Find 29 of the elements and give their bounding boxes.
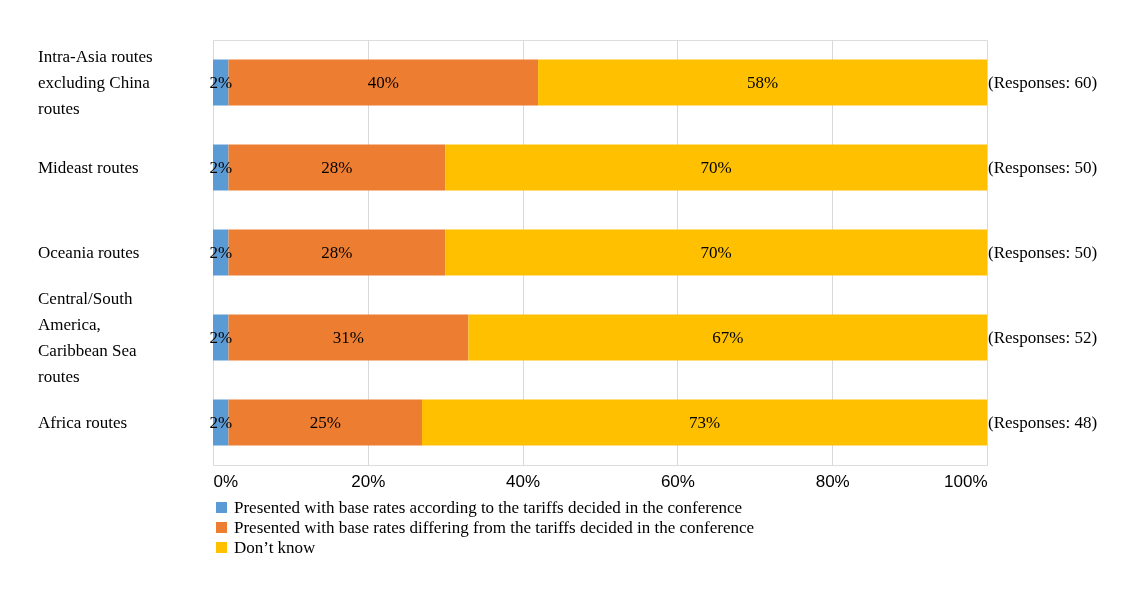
text: 28% [321, 242, 353, 262]
text: 70% [700, 242, 732, 262]
text: (Responses: 52) [988, 327, 1098, 347]
y-tick-label: Mideast routes [38, 157, 139, 177]
y-tick-label: Central/South America, Caribbean Sea routes [38, 288, 138, 386]
x-tick-label: 40% [506, 471, 541, 491]
text: (Responses: 50) [988, 157, 1098, 177]
legend-label: Don’t know [234, 537, 317, 557]
text: 67% [712, 327, 744, 347]
text: 25% [309, 412, 341, 432]
y-tick-label: Oceania routes [38, 242, 140, 262]
y-tick-label: Africa routes [38, 412, 128, 432]
text: 58% [746, 72, 779, 92]
text: 28% [321, 157, 353, 177]
text: 73% [688, 412, 721, 432]
x-tick-label: 0% [213, 471, 239, 491]
legend-label: Presented with base rates according to the tariffs decided in the conference [234, 497, 743, 517]
text: (Responses: 48) [988, 412, 1098, 432]
text: 70% [700, 157, 732, 177]
legend-label: Presented with base rates differing from the tariffs decided in the conference [234, 517, 755, 537]
text: 31% [332, 327, 365, 347]
x-tick-label: 80% [815, 471, 850, 491]
y-tick-label: Intra-Asia routes excluding China routes [38, 46, 153, 118]
x-tick-label: 20% [351, 471, 386, 491]
text: 40% [367, 72, 399, 92]
text: (Responses: 50) [988, 242, 1098, 262]
x-tick-label: 100% [944, 471, 988, 491]
text: (Responses: 60) [988, 72, 1098, 92]
x-tick-label: 60% [660, 471, 695, 491]
